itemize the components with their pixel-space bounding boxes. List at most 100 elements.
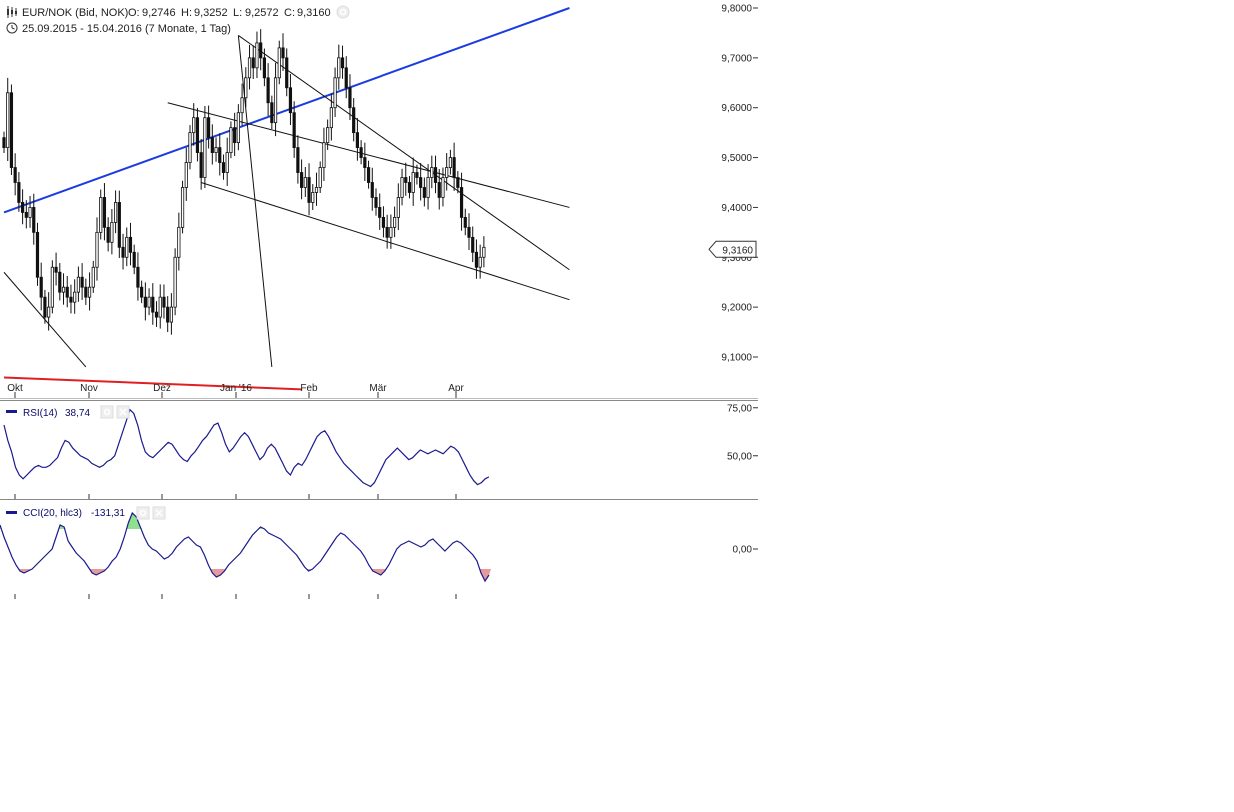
candle-body [281, 47, 285, 59]
candle-body [158, 296, 162, 318]
cci-oversold-fill [370, 569, 387, 575]
candle-body [24, 212, 28, 218]
trendline [3, 376, 302, 391]
candle-body [166, 306, 170, 323]
candle-body [396, 197, 400, 218]
price-x-tick-label: Okt [7, 383, 23, 394]
candle-body [32, 207, 36, 233]
candle-body [471, 236, 475, 253]
candlestick-icon [7, 6, 17, 18]
candle-body [128, 236, 133, 253]
candle-body [411, 172, 415, 193]
candle-body [28, 207, 32, 218]
rsi-value: 38,74 [65, 408, 90, 419]
candle-body [76, 276, 80, 293]
candle-body [203, 117, 207, 178]
candle-body [378, 207, 382, 218]
candle-body [206, 117, 211, 139]
close-label: C: [284, 7, 295, 19]
price-y-tick-label: 9,6000 [721, 103, 752, 114]
candle-body [452, 157, 456, 178]
candle-body [311, 192, 315, 203]
gear-icon[interactable] [336, 5, 350, 19]
candle-body [84, 286, 88, 298]
candle-body [244, 77, 248, 99]
high-label: H: [181, 7, 192, 19]
chart-header: EUR/NOK (Bid, NOK) O: 9,2746 H: 9,3252 L… [6, 5, 350, 35]
candle-body [218, 147, 222, 163]
price-y-tick-label: 9,2000 [721, 303, 752, 314]
candle-body [333, 77, 337, 109]
candle-body [404, 177, 408, 183]
trendline [238, 35, 570, 271]
candle-body [482, 246, 486, 258]
candle-body [463, 216, 467, 228]
cci-value: -131,31 [91, 508, 125, 519]
candle-body [99, 197, 103, 233]
candle-body [199, 152, 203, 178]
price-y-tick-label: 9,7000 [721, 53, 752, 64]
candle-body [322, 142, 326, 168]
cci-settings-icon[interactable] [136, 506, 150, 520]
candle-body [366, 167, 371, 183]
rsi-line [3, 408, 490, 488]
candle-body [407, 182, 412, 193]
candle-body [456, 177, 460, 188]
candle-body [229, 127, 233, 153]
candle-body [433, 167, 438, 183]
candle-body [255, 42, 259, 69]
candle-body [251, 57, 255, 69]
last-price-label: 9,3160 [722, 245, 753, 256]
rsi-settings-icon[interactable] [100, 405, 114, 419]
trendline [237, 35, 273, 368]
candle-body [188, 132, 192, 163]
price-y-tick-label: 9,5000 [721, 153, 752, 164]
candle-body [136, 266, 140, 288]
candle-body [125, 236, 129, 258]
price-x-tick-label: Mär [369, 383, 387, 394]
clock-icon [6, 22, 18, 34]
high-value: 9,3252 [194, 7, 228, 19]
low-value: 9,2572 [245, 7, 279, 19]
candle-body [296, 147, 300, 173]
candle-body [210, 137, 214, 153]
cci-panel: 0,00 CCI(20, hlc3) -131,31 [0, 506, 758, 599]
candle-body [352, 107, 356, 134]
price-y-tick-label: 9,8000 [721, 4, 752, 15]
candle-body [340, 57, 345, 69]
candle-body [61, 286, 66, 293]
candle-body [147, 296, 151, 308]
rsi-close-icon[interactable] [116, 405, 130, 419]
candle-body [348, 87, 352, 109]
candle-body [117, 202, 121, 248]
candle-body [110, 221, 114, 243]
candle-body [359, 147, 363, 158]
candle-body [140, 286, 144, 298]
candle-body [54, 266, 58, 273]
candle-body [389, 226, 393, 238]
candle-body [151, 296, 155, 313]
price-y-axis: 9,8000 9,7000 9,6000 9,5000 9,4000 9,3000 9,20… [721, 4, 758, 364]
candle-body [91, 266, 95, 288]
candle-body [195, 117, 200, 153]
candle-body [121, 246, 125, 258]
candle-body [143, 296, 147, 308]
candle-body [299, 172, 304, 188]
rsi-panel: 75,00 50,00 RSI(14) 38,74 [0, 400, 758, 500]
cci-y-tick-label: 0,00 [733, 545, 753, 556]
candle-body [214, 147, 218, 153]
close-value: 9,3160 [297, 7, 331, 19]
price-x-tick-label: Jan '16 [220, 383, 252, 394]
last-price-marker: 9,3160 [708, 240, 757, 258]
price-y-tick-label: 9,4000 [721, 203, 752, 214]
candle-body [445, 167, 449, 178]
candle-body [400, 177, 404, 198]
candle-body [20, 202, 25, 213]
instrument-title: EUR/NOK (Bid, NOK) [22, 7, 128, 19]
cci-overbought-fill [126, 513, 143, 529]
candle-body [132, 251, 136, 268]
price-x-tick-label: Dez [153, 383, 171, 394]
cci-close-icon[interactable] [152, 506, 166, 520]
price-x-tick-label: Feb [300, 383, 318, 394]
